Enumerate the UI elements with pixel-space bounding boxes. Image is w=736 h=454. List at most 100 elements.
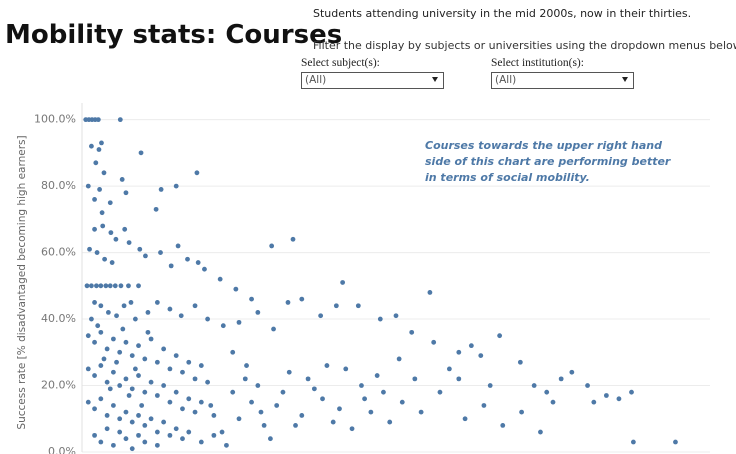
page-title: Mobility stats: Courses [5,20,343,50]
data-point [126,393,132,398]
data-point [129,446,135,452]
data-point [242,376,248,382]
institution-dropdown[interactable]: (All) [491,72,634,89]
data-point [101,356,107,362]
data-point [123,409,129,415]
data-point [92,226,97,232]
data-point [468,343,474,349]
y-tick-label: 40.0% [41,312,76,325]
data-point [368,409,374,415]
data-point [138,150,144,156]
data-point [148,416,154,422]
data-point [230,389,236,395]
data-point [198,439,204,445]
data-point [117,349,123,355]
data-point [202,266,207,272]
data-point [109,260,115,265]
data-point [616,396,622,402]
data-point [591,399,597,405]
data-point [122,226,128,232]
data-point [531,383,537,388]
data-point [186,396,192,402]
data-point [195,260,201,265]
data-point [180,369,185,375]
data-point [117,416,123,422]
data-point [161,346,167,352]
data-point [224,442,229,448]
data-point [89,283,94,289]
data-point [456,349,462,355]
data-point [318,313,324,319]
data-point [550,399,556,405]
data-point [101,170,107,176]
data-point [558,376,564,382]
data-point [92,300,97,305]
data-point [99,140,104,146]
data-point [103,283,109,289]
data-point [132,316,138,322]
data-point [98,283,104,289]
data-point [119,177,125,182]
data-point [280,389,286,395]
data-point [123,376,129,382]
data-point [94,250,100,255]
data-point [500,423,506,428]
data-point [293,423,298,428]
data-point [569,369,575,375]
data-point [104,426,110,432]
data-point [418,409,424,415]
data-point [186,429,192,435]
data-point [108,230,114,236]
data-point [258,409,264,415]
data-point [167,399,173,405]
data-point [462,416,468,422]
data-point [393,313,399,319]
data-point [107,386,113,392]
data-point [114,359,119,365]
data-point [111,403,116,408]
data-point [236,319,242,325]
subject-dropdown[interactable]: (All) [301,72,444,89]
data-point [97,187,102,192]
data-point [85,399,91,405]
data-point [95,117,101,123]
data-point [330,419,336,425]
data-point [211,413,217,418]
y-tick-label: 60.0% [41,246,76,259]
data-point [96,147,102,152]
data-point [374,373,380,378]
data-point [87,246,92,252]
data-point [136,283,141,289]
data-point [311,386,317,392]
data-point [219,429,225,435]
data-point [478,353,484,359]
data-point [290,236,296,242]
data-point [105,310,111,315]
data-point [85,366,91,372]
data-point [136,373,141,378]
data-point [255,310,261,315]
data-point [132,366,138,372]
data-point [603,393,609,398]
data-point [137,246,143,252]
data-point [154,359,160,365]
data-point [154,442,160,448]
data-point [111,336,116,342]
data-point [102,256,108,262]
data-point [148,379,154,385]
data-point [255,383,261,388]
data-point [148,336,154,342]
data-point [299,413,305,418]
data-point [136,343,141,349]
data-point [104,413,110,418]
annotation: Courses towards the upper right hand sid… [425,139,671,184]
data-point [377,316,383,322]
data-point [92,432,97,438]
y-tick-label: 0.0% [48,445,76,454]
data-point [123,436,129,442]
subtitle: Students attending university in the mid… [313,7,692,20]
data-point [154,393,160,398]
data-point [121,303,127,309]
data-point [142,439,148,445]
data-point [409,329,415,335]
